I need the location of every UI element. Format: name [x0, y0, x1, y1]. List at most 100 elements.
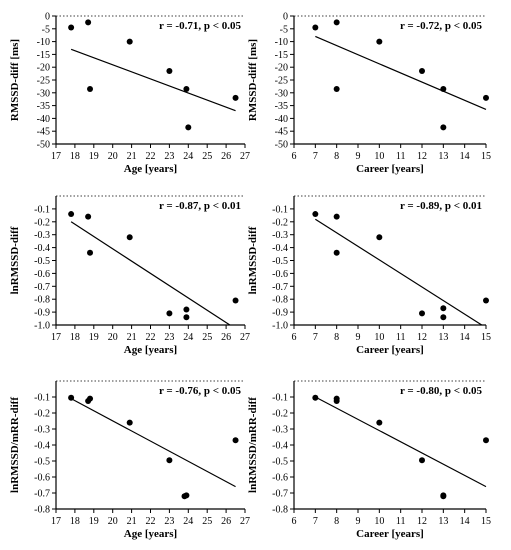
x-tick-label: 8	[334, 516, 339, 527]
x-tick-label: 22	[146, 151, 156, 162]
y-tick-label: -0.3	[34, 230, 50, 241]
x-tick-label: 9	[356, 332, 361, 343]
data-point	[440, 492, 447, 499]
y-tick-label: -30	[275, 88, 288, 99]
data-point	[85, 19, 92, 26]
data-point	[232, 94, 239, 101]
x-tick-label: 26	[221, 332, 231, 343]
x-axis-label: Age [years]	[124, 344, 177, 356]
x-tick-label: 15	[481, 516, 491, 527]
y-axis-label: lnRMSSD/mRR-diff	[247, 397, 259, 493]
data-point	[85, 213, 92, 220]
data-point	[483, 437, 489, 444]
x-tick-label: 8	[334, 151, 339, 162]
y-tick-label: -0.1	[272, 393, 288, 404]
data-point	[419, 310, 425, 317]
y-tick-label: -35	[275, 101, 288, 112]
data-point	[440, 85, 447, 92]
data-point	[440, 124, 447, 131]
x-tick-label: 24	[183, 332, 193, 343]
x-tick-label: 18	[70, 151, 80, 162]
y-tick-label: -0.4	[272, 441, 288, 452]
x-tick-label: 24	[183, 516, 193, 527]
y-tick-label: -0.8	[272, 295, 288, 306]
y-tick-label: -20	[275, 63, 288, 74]
y-tick-label: -0.1	[34, 204, 50, 215]
x-tick-label: 10	[374, 332, 384, 343]
y-tick-label: -0.9	[34, 308, 50, 319]
regression-line	[315, 218, 483, 326]
x-tick-label: 22	[146, 332, 156, 343]
panel-4: -0.1 -0.2 -0.3 -0.4 -0.5 -0.6 -0.7 -0.8 -0.9 -1.0…	[247, 195, 491, 356]
x-tick-label: 19	[89, 332, 99, 343]
x-tick-label: 27	[240, 332, 250, 343]
x-tick-label: 8	[334, 332, 339, 343]
x-tick-label: 18	[70, 332, 80, 343]
x-tick-label: 7	[313, 151, 318, 162]
data-point	[312, 394, 319, 401]
y-axis-label: lnRMSSD-diff	[247, 226, 259, 294]
y-tick-label: -0.4	[34, 243, 50, 254]
x-tick-label: 15	[481, 332, 491, 343]
x-tick-label: 7	[313, 516, 318, 527]
data-point	[166, 68, 173, 75]
y-tick-label: -35	[37, 101, 50, 112]
x-tick-label: 9	[356, 151, 361, 162]
y-tick-label: -0.9	[272, 308, 288, 319]
y-tick-label: -0.2	[272, 409, 288, 420]
data-point	[183, 314, 190, 321]
data-point	[183, 492, 190, 499]
x-tick-label: 14	[460, 151, 470, 162]
x-tick-label: 26	[221, 151, 231, 162]
data-point	[87, 85, 94, 92]
x-tick-label: 6	[292, 332, 297, 343]
y-tick-label: -15	[37, 50, 50, 61]
x-tick-label: 21	[127, 151, 137, 162]
x-axis-label: Age [years]	[124, 528, 177, 540]
y-tick-label: -0.3	[34, 425, 50, 436]
data-point	[68, 394, 75, 401]
data-point	[333, 249, 340, 256]
x-axis-label: Age [years]	[124, 163, 177, 175]
y-tick-label: 0	[45, 12, 50, 23]
data-point	[232, 437, 239, 444]
x-tick-label: 20	[108, 332, 118, 343]
regression-line	[70, 398, 236, 488]
data-point	[232, 297, 239, 304]
y-tick-label: -0.8	[34, 295, 50, 306]
data-point	[333, 395, 340, 402]
x-tick-label: 11	[396, 151, 406, 162]
x-tick-label: 13	[438, 151, 448, 162]
x-tick-label: 11	[396, 332, 406, 343]
y-tick-label: -10	[275, 37, 288, 48]
correlation-annotation: r = -0.71, p < 0.05	[159, 20, 242, 32]
x-tick-label: 25	[202, 332, 212, 343]
x-tick-label: 6	[292, 151, 297, 162]
y-tick-label: -0.6	[34, 473, 50, 484]
x-tick-label: 20	[108, 151, 118, 162]
panel-3: -0.1 -0.2 -0.3 -0.4 -0.5 -0.6 -0.7 -0.8 -0.9 -1.0…	[9, 195, 250, 356]
y-tick-label: -0.1	[272, 204, 288, 215]
regression-line	[315, 396, 487, 488]
data-point	[183, 306, 190, 313]
data-point	[166, 457, 173, 464]
x-tick-label: 25	[202, 516, 212, 527]
data-point	[333, 213, 340, 220]
x-tick-label: 22	[146, 516, 156, 527]
data-point	[183, 85, 190, 92]
y-tick-label: 0	[283, 12, 288, 23]
data-point	[440, 305, 447, 312]
data-point	[87, 249, 94, 256]
y-tick-label: -0.6	[272, 269, 288, 280]
x-tick-label: 11	[396, 516, 406, 527]
data-point	[419, 457, 425, 464]
y-tick-label: -0.2	[34, 217, 50, 228]
data-point	[68, 24, 75, 31]
x-tick-label: 14	[460, 516, 470, 527]
x-axis-label: Career [years]	[356, 344, 424, 356]
y-tick-label: -0.7	[34, 282, 50, 293]
x-tick-label: 12	[417, 516, 427, 527]
y-tick-label: -0.8	[272, 505, 288, 516]
y-tick-label: -0.4	[272, 243, 288, 254]
x-tick-label: 27	[240, 516, 250, 527]
